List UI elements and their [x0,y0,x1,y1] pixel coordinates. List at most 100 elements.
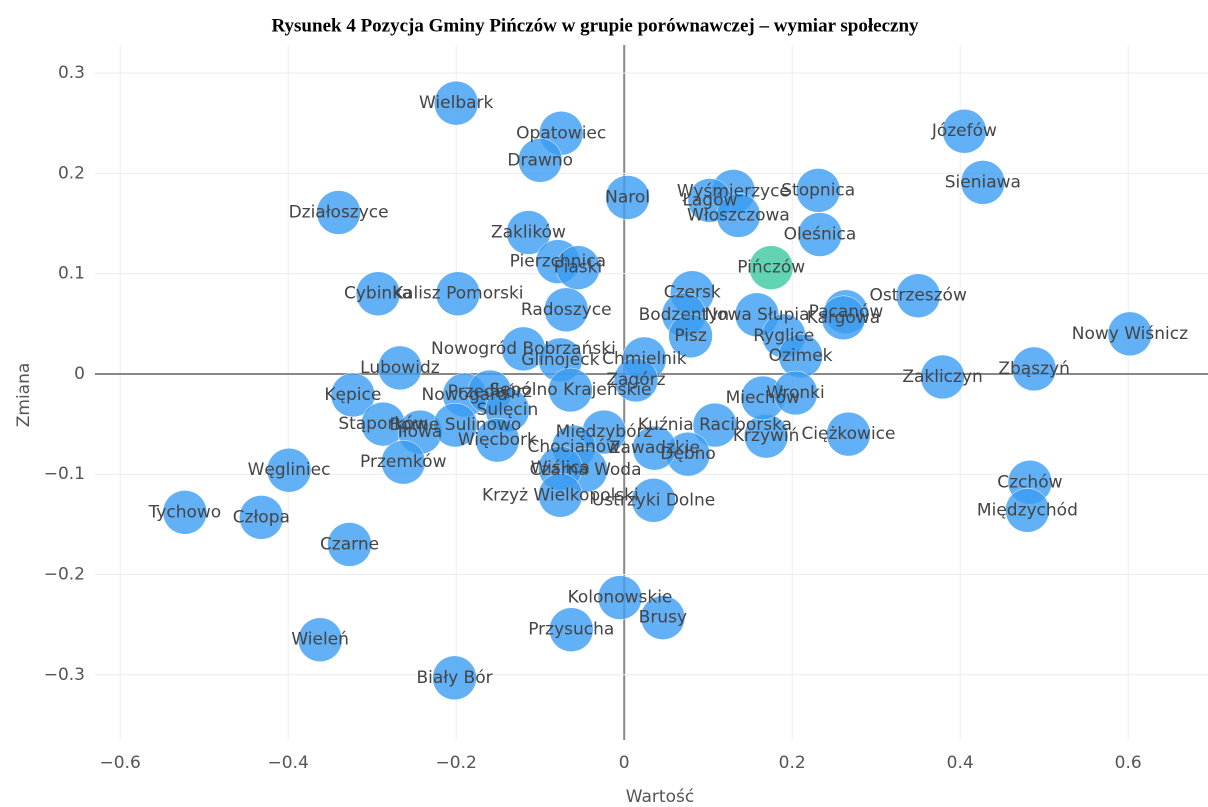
point-label: Zbąszyń [998,359,1069,379]
point-label: Pisz [674,326,706,346]
marker [773,370,818,416]
y-axis-label: Zmiana [14,363,34,428]
marker [692,402,738,448]
marker [327,522,372,567]
point-label: Kolonowskie [568,588,673,608]
marker [631,478,676,523]
point-label: Czarne [320,534,379,554]
point-label: Nowogród Bobrzański [431,339,616,359]
point-label: Chocianów [527,437,620,457]
point-label: Przemków [360,452,447,472]
marker [920,354,965,400]
point-label: Działoszyce [289,202,389,222]
point-label: Borne Sulinowo [389,415,521,435]
point-label: Przysucha [528,620,614,640]
point-label: Kuźnia Raciborska [638,415,792,435]
chart-title: Rysunek 4 Pozycja Gminy Pińczów w grupie… [271,15,919,36]
marker [297,617,343,662]
x-tick-label: 0 [619,753,630,773]
marker [543,287,589,333]
x-tick-label: 0.6 [1115,753,1142,773]
point-label: Oleśnica [784,225,857,245]
point-label: Stopnica [781,180,855,200]
marker [162,490,208,535]
marker [942,108,987,154]
point-label: Piaski [554,258,602,278]
point-label: Sieniawa [945,172,1021,192]
marker [355,271,401,316]
point-label: Kargowa [807,308,880,328]
point-label: Węgliniec [248,460,331,480]
point-label: Chmielnik [602,349,687,369]
point-label: Czchów [997,472,1062,492]
marker [549,607,594,652]
marker [821,295,866,341]
point-label: Bodzentyn [639,305,730,325]
marker [517,138,563,183]
marker [668,313,713,359]
point-label: Ryglice [753,326,814,346]
point-label: Miechów [726,388,800,408]
marker [597,575,643,620]
point-label: Pierzchnica [510,252,606,272]
point-label: Opatowiec [516,123,606,143]
marker [433,402,478,448]
x-axis-label: Wartość [626,787,694,807]
marker [826,411,871,457]
point-label: Czarna Woda [530,460,642,480]
marker [797,212,843,257]
marker [613,357,659,403]
point-label: Pińczów [737,258,805,278]
point-label: Sulęcin [477,400,539,420]
marker [377,345,423,391]
point-label: Lubowidz [360,358,440,378]
point-label: Józefów [931,121,997,141]
marker [555,245,601,290]
marker [960,160,1006,205]
point-label: Kępice [324,385,381,405]
marker [748,245,794,290]
point-label: Zaklików [491,223,566,243]
marker [432,655,477,701]
point-label: Wiślica [531,458,590,478]
point-label: Wieleń [291,630,349,650]
point-label: Pacanów [809,302,884,322]
marker [548,367,593,413]
point-label: Ostrzeszów [870,286,967,306]
point-label: Międzybórz [556,422,653,442]
marker [895,273,941,318]
point-label: Brusy [639,608,687,628]
point-label: Międzychód [977,500,1078,520]
point-labels: Wielbark Opatowiec Drawno Narol WyśmierzyceŁ… [148,93,1189,688]
point-label: Narol [605,187,650,207]
point-label: Czersk [664,283,721,303]
point-label: Tychowo [148,502,222,522]
point-label: Wielbark [419,93,494,113]
point-label: Ozimek [769,346,833,366]
point-label: Przedbórz [448,382,532,402]
markers [162,80,1153,701]
marker [330,372,376,418]
point-label: Wronki [766,383,824,403]
marker [605,175,650,220]
point-label: Ciężkowice [801,424,895,444]
marker [632,425,677,471]
x-tick-label: −0.2 [436,753,477,773]
point-label: Nowogard [422,385,508,405]
point-label: Człopa [233,507,290,527]
point-label: Zagórz [606,370,665,390]
marker [538,473,583,518]
marker [435,271,481,316]
x-tick-label: 0.4 [947,753,974,773]
marker [381,439,426,485]
marker [475,417,520,463]
point-label: Ustrzyki Dolne [592,490,715,510]
y-tick-label: 0.1 [58,264,85,284]
marker [239,495,284,540]
point-label: Cybinka [344,284,412,304]
y-tick-label: −0.1 [44,464,85,484]
marker [433,80,479,126]
marker [1011,346,1057,392]
marker [716,193,761,238]
marker [266,447,312,493]
